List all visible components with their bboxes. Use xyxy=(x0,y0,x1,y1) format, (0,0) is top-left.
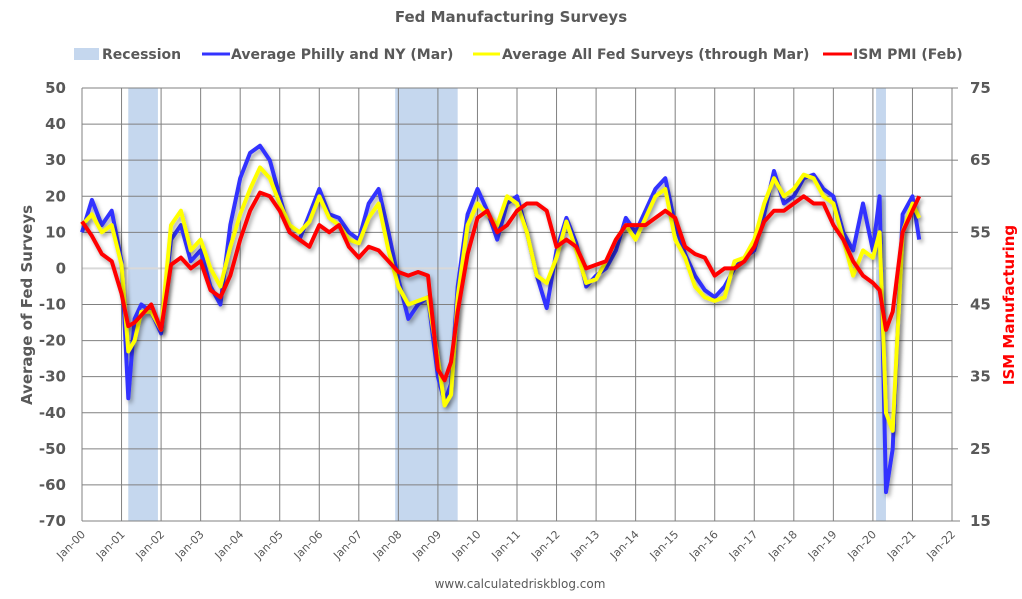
series-line-average-philly-and-ny-mar xyxy=(80,143,922,495)
y-tick-right-label: 35 xyxy=(970,368,991,386)
legend-label-ism: ISM PMI (Feb) xyxy=(853,47,963,63)
y-tick-left-label: 20 xyxy=(45,187,66,205)
legend-label-philly-ny: Average Philly and NY (Mar) xyxy=(231,47,453,63)
y-axis-left-ticks: 50 40 30 20 10 0 -10 -20 -30 -40 -50 -60 -70 xyxy=(39,79,66,530)
y-tick-right-label: 55 xyxy=(970,223,991,241)
y-axis-right-ticks: 75 65 55 45 35 25 15 xyxy=(970,79,991,530)
y-tick-right-label: 65 xyxy=(970,151,991,169)
series-lines xyxy=(80,143,922,495)
source-credit: www.calculatedriskblog.com xyxy=(435,577,606,591)
y-tick-left-label: 10 xyxy=(45,223,66,241)
y-axis-left-label: Average of Fed Surveys xyxy=(18,205,36,405)
y-tick-left-label: 0 xyxy=(56,259,66,277)
series-line-ism-pmi-feb xyxy=(80,190,922,383)
legend-swatch-recession xyxy=(74,48,99,60)
legend-label-all-fed: Average All Fed Surveys (through Mar) xyxy=(502,47,809,63)
y-tick-left-label: -60 xyxy=(39,476,66,494)
y-tick-left-label: 50 xyxy=(45,79,66,97)
y-tick-right-label: 15 xyxy=(970,512,991,530)
y-tick-left-label: -30 xyxy=(39,368,66,386)
y-tick-left-label: -50 xyxy=(39,440,66,458)
series-line-average-all-fed-surveys-through-mar xyxy=(80,165,922,433)
y-tick-left-label: 30 xyxy=(45,151,66,169)
y-tick-left-label: -10 xyxy=(39,296,66,314)
y-tick-left-label: -20 xyxy=(39,332,66,350)
y-tick-right-label: 75 xyxy=(970,79,991,97)
y-axis-right-label: ISM Manufacturing xyxy=(1000,225,1018,385)
legend-label-recession: Recession xyxy=(102,47,181,63)
legend: Recession Average Philly and NY (Mar) Av… xyxy=(74,47,963,63)
y-tick-right-label: 45 xyxy=(970,296,991,314)
y-tick-left-label: -40 xyxy=(39,404,66,422)
axes xyxy=(81,87,960,522)
y-tick-left-label: -70 xyxy=(39,512,66,530)
y-tick-right-label: 25 xyxy=(970,440,991,458)
y-tick-left-label: 40 xyxy=(45,115,66,133)
chart-title: Fed Manufacturing Surveys xyxy=(395,8,627,26)
